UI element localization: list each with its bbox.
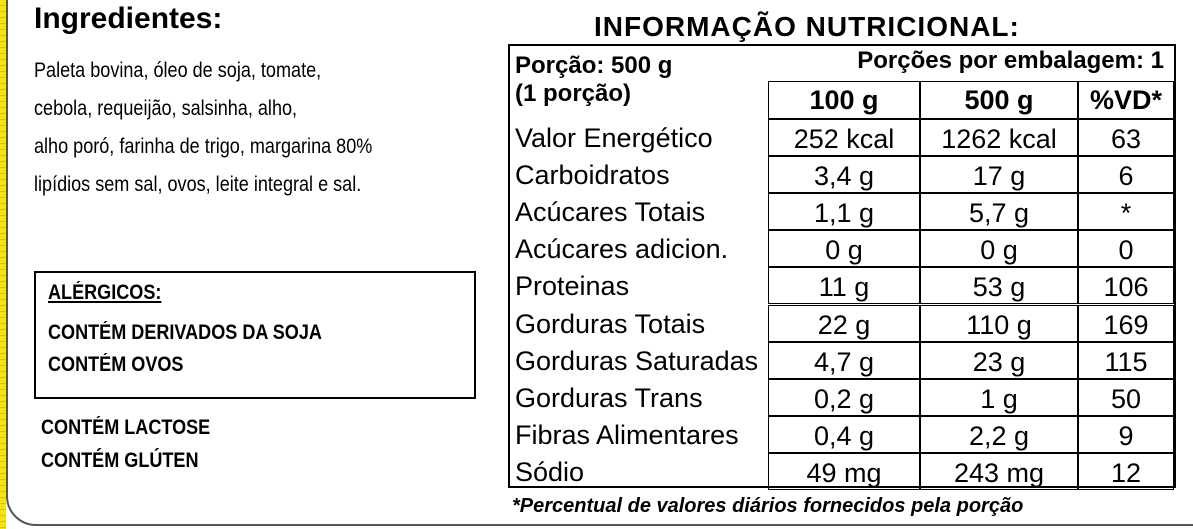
label-frame: [6, 0, 1193, 526]
nutrient-value: 106: [1078, 267, 1174, 305]
nutrient-label: Acúcares adicion.: [515, 234, 729, 265]
nutrient-label: Valor Energético: [515, 123, 713, 153]
nutrition-title: INFORMAÇÃO NUTRICIONAL:: [594, 11, 1020, 42]
nutrient-label: Carboidratos: [515, 160, 670, 191]
allergens-title: ALÉRGICOS:: [48, 281, 162, 304]
nutrient-value: 11 g: [768, 267, 920, 305]
nutrient-value: 243 mg: [920, 452, 1078, 490]
nutrient-value: 3,4 g: [768, 156, 920, 194]
nutrient-value: 252 kcal: [768, 119, 920, 157]
ingredients-list: Paleta bovina, óleo de soja, tomate, ceb…: [34, 52, 387, 204]
servings-per-package: Porções por embalagem: 1: [857, 47, 1164, 74]
serving-count-label: (1 porção): [515, 80, 632, 107]
ingredients-line: alho poró, farinha de trigo, margarina 8…: [34, 135, 373, 158]
allergen-line: CONTÉM OVOS: [48, 353, 184, 376]
allergen-line: CONTÉM DERIVADOS DA SOJA: [48, 321, 322, 344]
allergens-box: ALÉRGICOS: CONTÉM DERIVADOS DA SOJA CONT…: [34, 271, 476, 399]
nutrient-label: Fibras Alimentares: [515, 419, 739, 450]
nutrient-value: 110 g: [920, 304, 1078, 342]
nutrient-value: 0,4 g: [768, 415, 920, 453]
nutrient-value: 1,1 g: [768, 193, 920, 231]
nutrient-label: Gorduras Trans: [515, 382, 703, 413]
nutrient-value: 0 g: [920, 230, 1078, 268]
nutrient-value: 169: [1078, 304, 1174, 342]
nutrient-value: 53 g: [920, 267, 1078, 305]
nutrient-value: 17 g: [920, 156, 1078, 194]
nutrient-value: 5,7 g: [920, 193, 1078, 231]
nutrient-value: 49 mg: [768, 452, 920, 490]
nutrient-label: Proteinas: [515, 271, 630, 302]
nutrient-value: 50: [1078, 378, 1174, 416]
nutrient-value: 2,2 g: [920, 415, 1078, 453]
nutrient-label: Sódio: [515, 456, 585, 487]
nutrient-value: 1262 kcal: [920, 119, 1078, 157]
nutrient-value: 1 g: [920, 378, 1078, 416]
column-header: 500 g: [920, 81, 1078, 119]
nutrient-label: Gorduras Totais: [515, 308, 706, 339]
ingredients-title: Ingredientes:: [34, 2, 223, 35]
nutrient-value: 0 g: [768, 230, 920, 268]
footnote: *Percentual de valores diários fornecido…: [512, 495, 1024, 517]
nutrient-value: 6: [1078, 156, 1174, 194]
nutrition-table: Porção: 500 g (1 porção) Porções por emb…: [508, 44, 1176, 490]
nutrient-value: 0,2 g: [768, 378, 920, 416]
contains-note: CONTÉM LACTOSE: [41, 416, 211, 439]
nutrient-value: 0: [1078, 230, 1174, 268]
column-header: %VD*: [1078, 81, 1174, 119]
nutrient-value: 22 g: [768, 304, 920, 342]
nutrient-label: Acúcares Totais: [515, 197, 706, 228]
nutrient-value: 63: [1078, 119, 1174, 157]
nutrient-value: *: [1078, 193, 1174, 231]
contains-note: CONTÉM GLÚTEN: [41, 449, 199, 472]
column-header: 100 g: [768, 81, 920, 119]
ingredients-line: Paleta bovina, óleo de soja, tomate,: [34, 59, 322, 82]
nutrient-label: Gorduras Saturadas: [515, 345, 759, 376]
nutrient-value: 115: [1078, 341, 1174, 379]
nutrient-value: 23 g: [920, 341, 1078, 379]
ingredients-line: lipídios sem sal, ovos, leite integral e…: [34, 173, 362, 196]
nutrient-value: 12: [1078, 452, 1174, 490]
nutrient-value: 4,7 g: [768, 341, 920, 379]
serving-size: Porção: 500 g (1 porção): [515, 52, 672, 108]
serving-size-label: Porção: 500 g: [515, 52, 673, 79]
ingredients-line: cebola, requeijão, salsinha, alho,: [34, 97, 298, 120]
yellow-border-strip: [0, 0, 6, 529]
nutrient-value: 9: [1078, 415, 1174, 453]
